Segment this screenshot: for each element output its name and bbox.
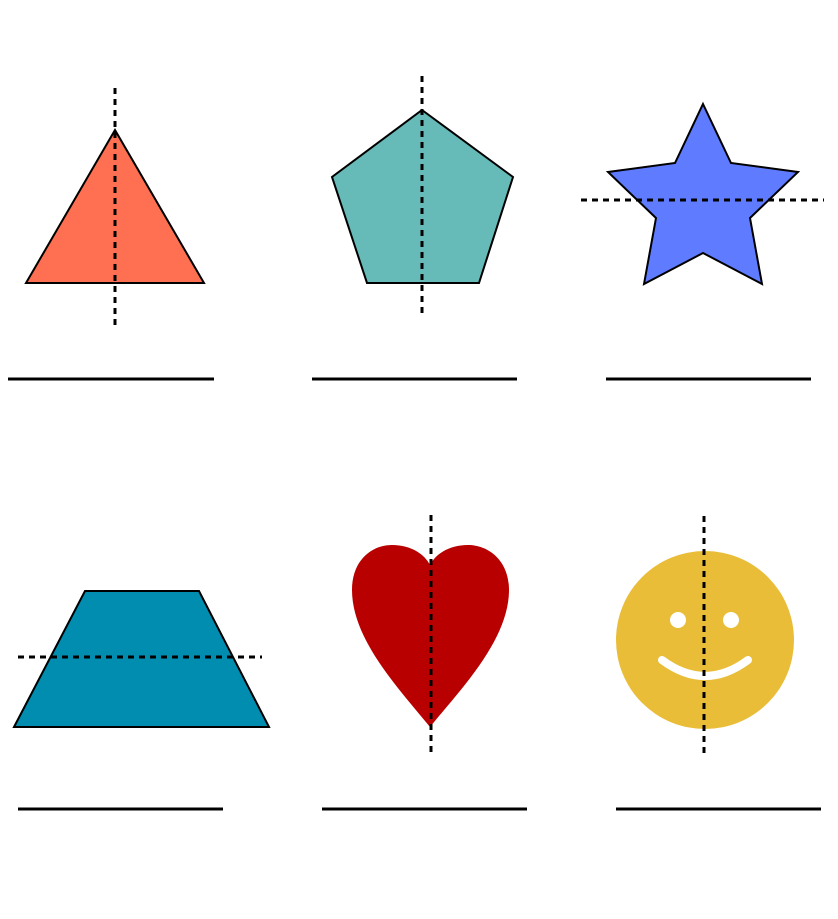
pentagon — [330, 108, 515, 284]
eye — [723, 612, 739, 628]
eye — [670, 612, 686, 628]
star — [605, 101, 801, 286]
trapezoid — [12, 590, 271, 728]
triangle — [24, 128, 206, 284]
